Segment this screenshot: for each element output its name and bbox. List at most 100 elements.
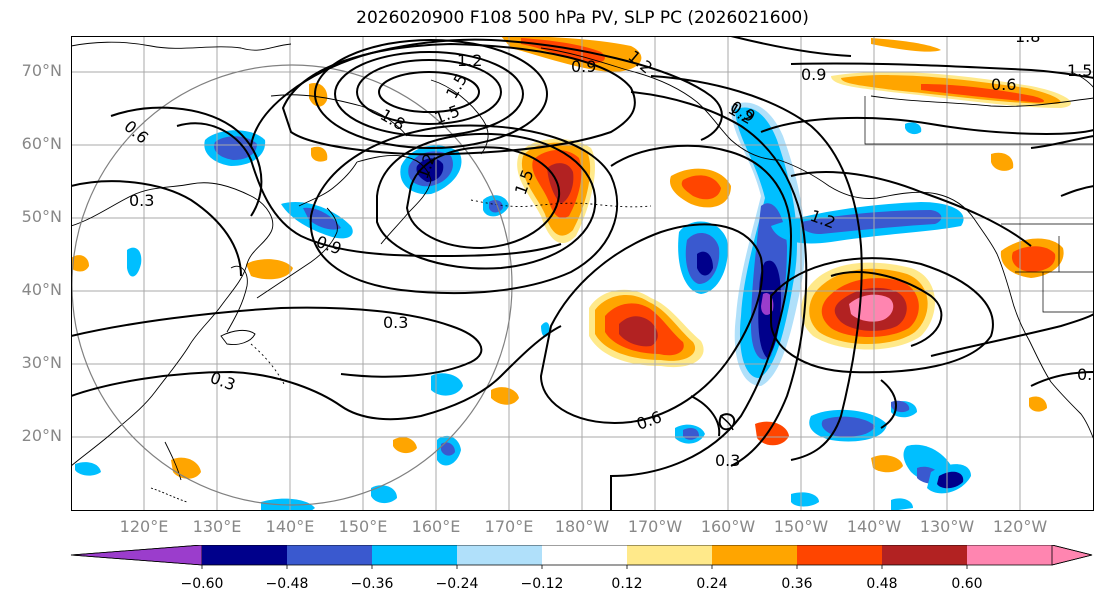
colorbar-tick-label: 0.12 bbox=[611, 576, 643, 592]
colorbar-bin bbox=[627, 545, 712, 565]
colorbar-tick-label: 0.36 bbox=[781, 576, 813, 592]
pv-pos-arctic-red bbox=[921, 84, 1045, 103]
contour-label: 1.5 bbox=[1067, 61, 1092, 80]
colorbar-tick-label: 0.60 bbox=[951, 576, 983, 592]
border-alaska-canada bbox=[864, 96, 1094, 145]
colorbar-extend-high bbox=[1051, 545, 1093, 566]
lat-label-50n: 50°N bbox=[21, 207, 62, 226]
contour-0-9-arctic bbox=[790, 62, 1094, 79]
lon-label-120e: 120°E bbox=[119, 517, 169, 536]
lon-label-170e: 170°E bbox=[484, 517, 534, 536]
contour-label: 1.2 bbox=[457, 51, 482, 70]
coast-taiwan bbox=[164, 441, 182, 481]
lon-label-170w: 170°W bbox=[627, 517, 683, 536]
colorbar-bin bbox=[287, 545, 372, 565]
map-frame bbox=[71, 36, 1094, 511]
colorbar-bin bbox=[797, 545, 882, 565]
pv-pos-pacific-a bbox=[393, 437, 417, 454]
pv-pos-west-edge bbox=[71, 255, 89, 272]
contour-edge-east3 bbox=[1030, 371, 1094, 387]
contour-central-west bbox=[610, 144, 793, 511]
contour-high-inner2 bbox=[356, 59, 502, 125]
lon-label-140w: 140°W bbox=[846, 517, 902, 536]
contour-tiny-loop bbox=[718, 413, 736, 431]
map-svg: 1.2 1.2 0.9 1.2 1.8 1.5 1.5 0.9 0.6 1.8 … bbox=[71, 36, 1094, 511]
map-panel: 1.2 1.2 0.9 1.2 1.8 1.5 1.5 0.9 0.6 1.8 … bbox=[71, 36, 1094, 511]
pv-neg-kamchatka-navy bbox=[416, 158, 444, 182]
coast-north-america-west bbox=[778, 159, 1094, 441]
lat-label-60n: 60°N bbox=[21, 134, 62, 153]
pv-neg-south-j-cyan bbox=[75, 462, 101, 476]
pv-neg-south-k-cyan bbox=[791, 492, 819, 507]
coast-hudson bbox=[1070, 71, 1094, 89]
coast-arctic-canada bbox=[870, 95, 1094, 107]
pv-neg-south-g-blue bbox=[441, 442, 455, 456]
contour-bering-low-3 bbox=[309, 124, 619, 295]
coast-hokkaido-sakhalin bbox=[298, 161, 358, 207]
coast-arctic-asia bbox=[71, 41, 292, 51]
pv-neg-south-a-blue bbox=[821, 416, 875, 437]
pv-neg-china-cyan bbox=[127, 247, 142, 277]
contour-east-inner bbox=[830, 271, 943, 347]
graticule bbox=[71, 36, 1094, 511]
pv-pos-okhotsk bbox=[309, 82, 328, 107]
contour-high-inner3 bbox=[334, 51, 524, 137]
contour-label: 0.9 bbox=[571, 57, 596, 76]
lon-label-160w: 160°W bbox=[700, 517, 756, 536]
contour-label: 0.6 bbox=[991, 75, 1016, 94]
colorbar-tick-label: 0.48 bbox=[866, 576, 898, 592]
pv-pos-bering-dark bbox=[547, 163, 574, 204]
pv-pos-pacific-d bbox=[1029, 396, 1047, 412]
pv-neg-canada-small bbox=[905, 122, 922, 135]
pv-pos-pacific-c bbox=[871, 455, 903, 473]
contour-label: 0.6 bbox=[1077, 365, 1094, 384]
contour-label: 1.8 bbox=[1015, 36, 1040, 46]
colorbar-bin bbox=[372, 545, 457, 565]
contour-edge-east bbox=[1030, 135, 1094, 149]
pv-neg-south-l-cyan bbox=[891, 498, 913, 511]
pv-pos-canada bbox=[991, 152, 1014, 171]
contour-0-6-south bbox=[690, 395, 721, 437]
contour-0-6-east bbox=[930, 313, 1094, 357]
contour-0-3-south-a bbox=[71, 306, 483, 378]
contour-0-6-west bbox=[110, 106, 263, 217]
contour-high-inner1 bbox=[378, 71, 480, 113]
pv-neg-band-blue bbox=[800, 210, 942, 234]
lat-label-20n: 20°N bbox=[21, 426, 62, 445]
contour-high-1-2 bbox=[281, 42, 636, 156]
colorbar-tick-label: −0.36 bbox=[350, 576, 394, 592]
contour-high-inner4 bbox=[314, 39, 548, 149]
lon-label-120w: 120°W bbox=[992, 517, 1048, 536]
colorbar-bin bbox=[967, 545, 1052, 565]
colorbar-bin bbox=[712, 545, 797, 565]
coast-japan-honshu bbox=[256, 207, 338, 299]
contour-1-2-top bbox=[730, 36, 852, 57]
colorbar-ticks bbox=[201, 565, 968, 569]
contour-edge-east2 bbox=[1060, 185, 1094, 197]
borders-us-states bbox=[1015, 236, 1094, 313]
coast-hawaii bbox=[720, 415, 734, 431]
pv-neg-bering-blue bbox=[489, 200, 503, 213]
coast-east-asia bbox=[71, 182, 274, 467]
lon-label-150w: 150°W bbox=[773, 517, 829, 536]
contour-label: 0.3 bbox=[715, 451, 740, 470]
colorbar-bin bbox=[457, 545, 542, 565]
coast-aleutians bbox=[470, 199, 652, 208]
contour-east-small bbox=[880, 379, 897, 429]
pv-pos-central-dark bbox=[619, 316, 658, 347]
lon-label-150e: 150°E bbox=[338, 517, 388, 536]
pv-pos-japan-sea bbox=[246, 259, 293, 280]
coastlines bbox=[71, 41, 1094, 503]
contour-0-3-south-b bbox=[71, 325, 562, 421]
lon-label-160e: 160°E bbox=[411, 517, 461, 536]
colorbar bbox=[70, 545, 1093, 569]
contour-bering-low-1 bbox=[405, 146, 561, 250]
lat-label-30n: 30°N bbox=[21, 353, 62, 372]
colorbar-extend-low bbox=[70, 545, 203, 566]
coast-okhotsk bbox=[270, 94, 408, 137]
contour-0-6-central bbox=[630, 91, 808, 467]
coast-kamchatka bbox=[356, 155, 432, 245]
lat-label-70n: 70°N bbox=[21, 61, 62, 80]
lon-label-130e: 130°E bbox=[192, 517, 242, 536]
pv-positive-shading bbox=[71, 36, 1071, 479]
